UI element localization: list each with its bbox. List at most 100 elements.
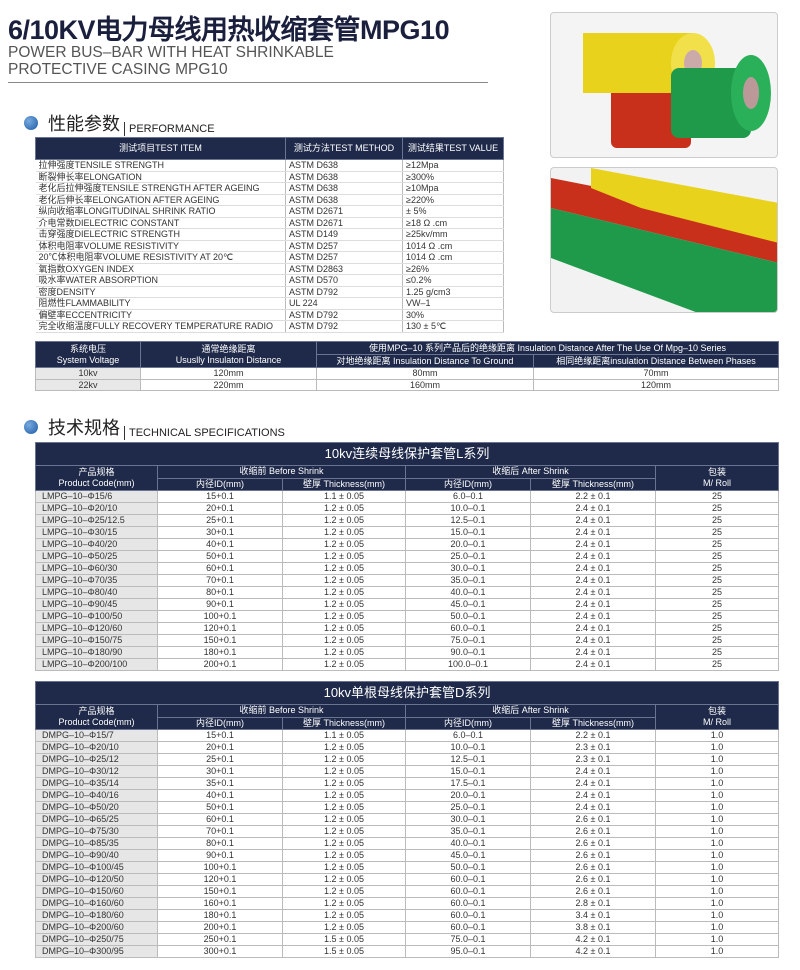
- ground-cell: 80mm: [316, 367, 534, 380]
- test-item-cell: 拉伸强度TENSILE STRENGTH: [35, 159, 286, 172]
- test-value-cell: ≥18 Ω .cm: [402, 217, 504, 229]
- voltage-cell: 22kv: [35, 378, 141, 391]
- table-row: DMPG–10–Φ85/35 80+0.1 1.2 ± 0.05 40.0–0.1 2.…: [35, 837, 780, 850]
- before-id-cell: 50+0.1: [157, 550, 283, 563]
- product-photo-tubes: [550, 167, 778, 313]
- col-header-test-method: 测试方法TEST METHOD: [285, 137, 403, 160]
- after-thickness-cell: 2.4 ± 0.1: [530, 586, 656, 599]
- before-thickness-cell: 1.2 ± 0.05: [282, 646, 406, 659]
- before-id-cell: 25+0.1: [157, 514, 283, 527]
- table-row: 20℃体积电阻率VOLUME RESISTIVITY AT 20℃ ASTM D2…: [35, 251, 504, 264]
- test-method-cell: ASTM D2671: [285, 217, 403, 229]
- table-row: 阻燃性FLAMMABILITY UL 224 VW–1: [35, 297, 504, 310]
- packing-cell: 1.0: [654, 897, 780, 910]
- after-id-cell: 100.0–0.1: [405, 658, 531, 671]
- header-row: 产品规格 Product Code(mm) 收缩前 Before Shrink 收缩后…: [35, 465, 780, 491]
- test-method-cell: ASTM D257: [285, 251, 403, 264]
- test-item-cell: 老化后拉伸强度TENSILE STRENGTH AFTER AGEING: [35, 182, 286, 195]
- after-thickness-cell: 2.4 ± 0.1: [530, 514, 656, 527]
- before-thickness-cell: 1.2 ± 0.05: [282, 622, 406, 635]
- packing-cell: 1.0: [654, 825, 780, 838]
- after-id-cell: 40.0–0.1: [405, 837, 531, 850]
- subtitle-line-2: PROTECTIVE CASING MPG10: [8, 61, 228, 78]
- after-thickness-cell: 2.4 ± 0.1: [530, 574, 656, 587]
- test-method-cell: ASTM D2863: [285, 263, 403, 275]
- label-en: Product Code(mm): [58, 478, 135, 488]
- product-code-cell: DMPG–10–Φ160/60: [35, 897, 158, 910]
- before-thickness-cell: 1.2 ± 0.05: [282, 921, 406, 934]
- after-thickness-cell: 2.4 ± 0.1: [530, 502, 656, 515]
- insulation-distance-table: 系统电压 System Voltage 通常绝缘距离 Ususlly Insulat…: [35, 341, 779, 391]
- col-header-before-shrink: 收缩前 Before Shrink: [157, 704, 406, 718]
- test-item-cell: 体积电阻率VOLUME RESISTIVITY: [35, 240, 286, 252]
- label-cn: 产品规格: [78, 466, 115, 477]
- bullet-arrow-icon: [24, 116, 38, 130]
- before-thickness-cell: 1.2 ± 0.05: [282, 610, 406, 623]
- before-id-cell: 180+0.1: [157, 909, 283, 922]
- table-row: 击穿强度DIELECTRIC STRENGTH ASTM D149 ≥25kv/mm: [35, 228, 504, 241]
- packing-cell: 1.0: [654, 933, 780, 946]
- table-row: LMPG–10–Φ120/60 120+0.1 1.2 ± 0.05 60.0–0.1…: [35, 622, 780, 635]
- after-thickness-cell: 2.6 ± 0.1: [530, 849, 656, 862]
- col-header-between-phases: 相同绝缘距离insulation Distance Between Phases: [533, 354, 779, 368]
- table-body: DMPG–10–Φ15/7 15+0.1 1.1 ± 0.05 6.0–0.1 2.2 …: [35, 729, 780, 958]
- performance-table: 测试项目TEST ITEM 测试方法TEST METHOD 测试结果TEST V…: [35, 137, 504, 333]
- product-code-cell: LMPG–10–Φ150/75: [35, 634, 158, 647]
- table-row: 老化后伸长率ELONGATION AFTER AGEING ASTM D638 ≥2…: [35, 194, 504, 206]
- col-header-to-ground: 对地绝缘距离 Insulation Distance To Ground: [316, 354, 534, 368]
- after-thickness-cell: 3.4 ± 0.1: [530, 909, 656, 922]
- packing-cell: 25: [654, 502, 780, 515]
- col-header-usual-distance: 通常绝缘距离 Ususlly Insulaton Distance: [140, 341, 317, 368]
- before-id-cell: 200+0.1: [157, 921, 283, 934]
- test-value-cell: ≤0.2%: [402, 274, 504, 287]
- col-header-after-id: 内径ID(mm): [405, 716, 531, 730]
- test-method-cell: ASTM D2671: [285, 205, 403, 218]
- before-thickness-cell: 1.2 ± 0.05: [282, 514, 406, 527]
- after-id-cell: 90.0–0.1: [405, 646, 531, 659]
- table-row: 断裂伸长率ELONGATION ASTM D638 ≥300%: [35, 171, 504, 183]
- packing-cell: 25: [654, 646, 780, 659]
- packing-cell: 1.0: [654, 729, 780, 742]
- table-caption-row: 10kv单根母线保护套管D系列: [34, 681, 780, 705]
- packing-cell: 1.0: [654, 801, 780, 814]
- test-item-cell: 20℃体积电阻率VOLUME RESISTIVITY AT 20℃: [35, 251, 286, 264]
- after-id-cell: 12.5–0.1: [405, 514, 531, 527]
- after-id-cell: 50.0–0.1: [405, 610, 531, 623]
- after-thickness-cell: 2.4 ± 0.1: [530, 598, 656, 611]
- before-id-cell: 20+0.1: [157, 502, 283, 515]
- table-row: DMPG–10–Φ35/14 35+0.1 1.2 ± 0.05 17.5–0.1 2.…: [35, 777, 780, 790]
- packing-cell: 1.0: [654, 753, 780, 766]
- before-thickness-cell: 1.5 ± 0.05: [282, 933, 406, 946]
- product-code-cell: LMPG–10–Φ15/6: [35, 490, 158, 503]
- header-row: 内径ID(mm) 壁厚 Thickness(mm) 内径ID(mm) 壁厚 Thick…: [36, 477, 779, 491]
- packing-cell: 1.0: [654, 909, 780, 922]
- divider: [8, 82, 488, 83]
- test-method-cell: ASTM D792: [285, 320, 403, 333]
- before-thickness-cell: 1.2 ± 0.05: [282, 813, 406, 826]
- packing-cell: 25: [654, 634, 780, 647]
- table-row: LMPG–10–Φ25/12.5 25+0.1 1.2 ± 0.05 12.5–0.1…: [35, 514, 780, 527]
- before-thickness-cell: 1.2 ± 0.05: [282, 741, 406, 754]
- packing-cell: 25: [654, 598, 780, 611]
- before-thickness-cell: 1.2 ± 0.05: [282, 873, 406, 886]
- table-row: 体积电阻率VOLUME RESISTIVITY ASTM D257 1014 Ω .…: [35, 240, 504, 252]
- table-row: DMPG–10–Φ300/95 300+0.1 1.5 ± 0.05 95.0–0.1…: [35, 945, 780, 958]
- col-header-before-id: 内径ID(mm): [157, 716, 283, 730]
- ground-cell: 160mm: [316, 378, 534, 391]
- test-item-cell: 纵向收缩率LONGITUDINAL SHRINK RATIO: [35, 205, 286, 218]
- before-thickness-cell: 1.2 ± 0.05: [282, 538, 406, 551]
- packing-cell: 1.0: [654, 765, 780, 778]
- before-thickness-cell: 1.2 ± 0.05: [282, 861, 406, 874]
- before-id-cell: 40+0.1: [157, 789, 283, 802]
- after-thickness-cell: 2.6 ± 0.1: [530, 813, 656, 826]
- test-value-cell: ≥220%: [402, 194, 504, 206]
- phase-cell: 70mm: [533, 367, 779, 380]
- test-value-cell: ≥10Mpa: [402, 182, 504, 195]
- test-method-cell: UL 224: [285, 297, 403, 310]
- col-header-after-shrink: 收缩后 After Shrink: [405, 465, 656, 479]
- table-title: 10kv单根母线保护套管D系列: [34, 681, 780, 705]
- test-method-cell: ASTM D638: [285, 194, 403, 206]
- product-code-cell: DMPG–10–Φ120/50: [35, 873, 158, 886]
- after-thickness-cell: 2.4 ± 0.1: [530, 646, 656, 659]
- after-thickness-cell: 2.4 ± 0.1: [530, 658, 656, 671]
